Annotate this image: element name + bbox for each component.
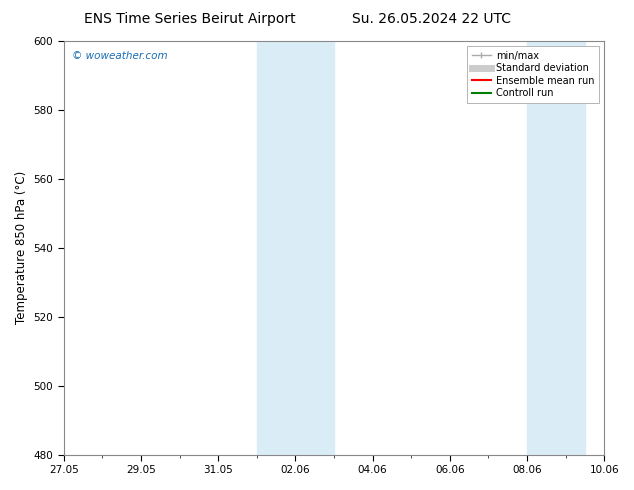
Text: ENS Time Series Beirut Airport: ENS Time Series Beirut Airport bbox=[84, 12, 296, 26]
Legend: min/max, Standard deviation, Ensemble mean run, Controll run: min/max, Standard deviation, Ensemble me… bbox=[467, 46, 599, 103]
Bar bbox=[257, 41, 334, 455]
Bar bbox=[527, 41, 585, 455]
Text: Su. 26.05.2024 22 UTC: Su. 26.05.2024 22 UTC bbox=[352, 12, 510, 26]
Y-axis label: Temperature 850 hPa (°C): Temperature 850 hPa (°C) bbox=[15, 171, 28, 324]
Text: © woweather.com: © woweather.com bbox=[72, 51, 167, 61]
